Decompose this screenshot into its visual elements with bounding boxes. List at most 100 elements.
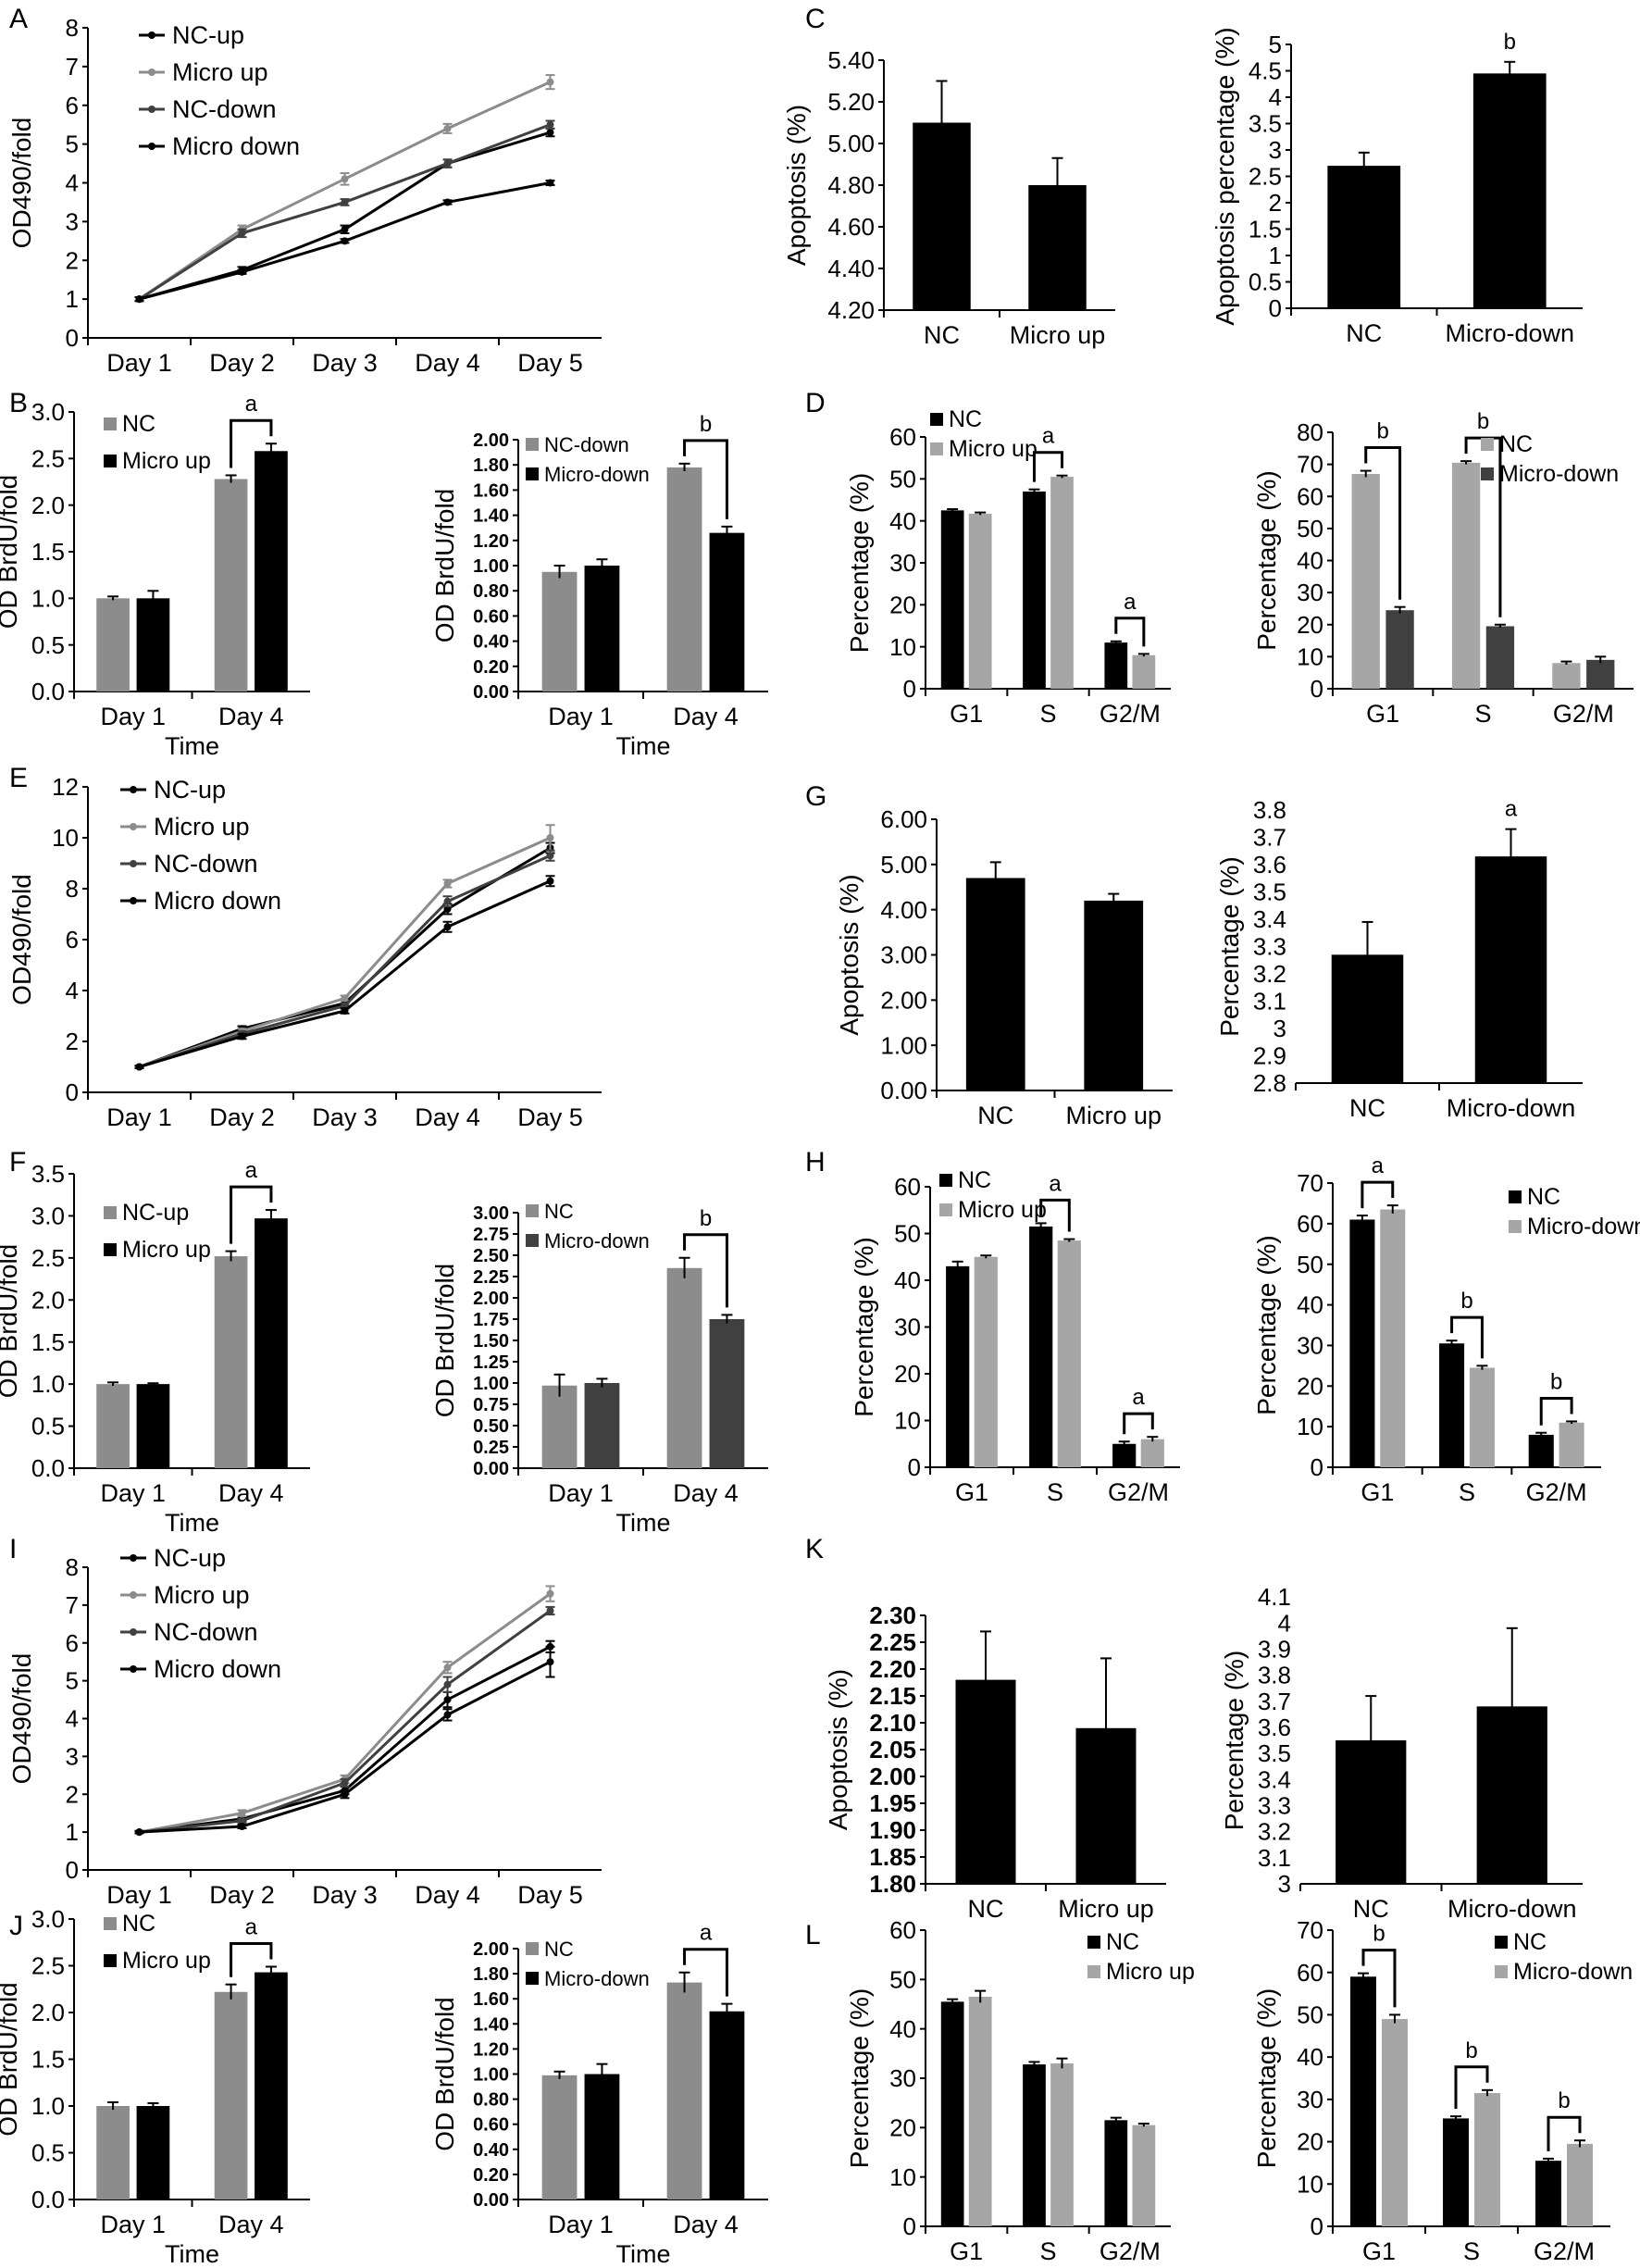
y-tick-label: 0.0 [31,1454,65,1482]
y-tick-label: 1.40 [473,2014,509,2035]
chart-d1: D 0 10 20 30 40 50 60 Percentage (%) G1 S G2/M a a NC M… [805,388,1171,728]
chart-l1: L 0 10 20 30 40 50 60 Percentage (%) G1 S G2/M NC Mic… [805,1916,1195,2265]
legend-label: Micro up [958,1197,1047,1223]
chart-g2: 2.82.933.13.23.33.43.53.63.73.8 Percentag… [1215,796,1583,1122]
bar [1528,1434,1554,1467]
y-axis-label: OD490/fold [7,1653,36,1785]
x-tick-label: Day 4 [218,1479,284,1507]
bar [1050,2063,1074,2226]
legend-marker [130,823,137,830]
y-axis-label: Percentage (%) [850,1237,878,1417]
y-tick-label: 5.40 [827,46,875,74]
y-axis-label: Percentage (%) [1252,1988,1281,2169]
x-tick-label: Day 4 [673,703,739,730]
y-tick-label: 40 [1297,1291,1323,1319]
x-tick-label: G1 [955,1478,988,1506]
y-tick-label: 1.20 [473,2039,509,2060]
y-tick-label: 10 [889,633,916,661]
chart-k2: 33.13.23.33.43.53.63.73.83.944.1 Percenta… [1220,1583,1583,1923]
panel-label: D [805,388,826,418]
legend-label: NC-up [172,21,244,49]
bar [1485,626,1515,689]
y-tick-label: 0.40 [473,2140,509,2161]
x-tick-label: S [1047,1478,1063,1506]
y-tick-label: 3.5 [31,1160,65,1188]
y-tick-label: 4.5 [1249,57,1282,85]
y-tick-label: 20 [1297,611,1323,639]
y-tick-label: 70 [1297,1169,1323,1197]
chart-h1: H 0 10 20 30 40 50 60 Percentage (%) G1 S G2/M a a NC M… [805,1147,1180,1506]
significance-bracket [1361,1949,1397,2008]
y-tick-label: 1.95 [869,1789,916,1817]
bar [1474,2093,1500,2226]
bar [968,1997,992,2226]
significance-bracket [1032,451,1064,482]
y-tick-label: 3.4 [1253,905,1286,933]
bar [1349,1219,1375,1467]
y-tick-label: 10 [889,2163,916,2191]
chart-h2: 0 10 20 30 40 50 60 70 Percentage (%) G1 S G2/M a b b N… [1252,1153,1640,1506]
y-tick-label: 1.0 [31,2092,65,2120]
x-tick-label: S [1039,2237,1056,2265]
chart-k1: K 1.801.851.901.952.002.052.102.152.202.2… [805,1534,1166,1923]
y-tick-label: 50 [1297,515,1323,542]
legend-marker [130,1591,137,1599]
y-tick-label: 50 [894,1220,921,1248]
y-tick-label: 3 [1278,1870,1291,1898]
significance-label: a [1124,590,1137,615]
y-tick-label: 20 [1297,1372,1323,1400]
legend-label: Micro-down [1527,1214,1640,1240]
bar [1029,1226,1053,1467]
y-tick-label: 1.60 [473,1989,509,2010]
legend-label: Micro-down [1513,1959,1633,1985]
significance-bracket [1360,1180,1395,1209]
panel-label: F [9,1147,26,1178]
y-tick-label: 10 [1297,642,1323,670]
significance-label: a [245,392,258,417]
y-tick-label: 2.5 [31,444,65,472]
data-point [238,268,246,276]
x-axis-label: Time [616,1509,671,1537]
data-point [238,1816,246,1825]
bar [214,1256,248,1468]
y-tick-label: 5.00 [880,851,927,879]
y-tick-label: 0 [66,1078,79,1106]
y-axis-label: OD BrdU/fold [430,1997,459,2151]
data-point [443,159,452,168]
y-tick-label: 2.50 [473,1246,509,1266]
legend-swatch [1087,1936,1100,1949]
bar [1023,491,1046,689]
x-tick-label: Micro up [1065,1102,1162,1129]
y-tick-label: 1.00 [473,2065,509,2086]
y-tick-label: 40 [894,1266,921,1294]
legend-label: Micro-down [1499,461,1619,487]
y-tick-label: 3 [1269,136,1282,164]
y-tick-label: 3.7 [1253,824,1286,852]
y-tick-label: 2.05 [869,1736,916,1763]
bar [1552,663,1581,689]
y-tick-label: 1.5 [31,2046,65,2074]
y-tick-label: 3.5 [1249,110,1282,138]
y-tick-label: 60 [1297,1959,1323,1987]
y-axis-label: OD BrdU/fold [0,1244,22,1399]
y-tick-label: 4 [66,169,79,197]
panel-label: G [805,781,826,812]
x-tick-label: Day 5 [517,1103,583,1131]
bar [1132,2125,1156,2226]
x-tick-label: Day 3 [312,1103,378,1131]
y-tick-label: 0.60 [473,606,509,627]
y-tick-label: 8 [66,1553,79,1581]
legend-marker [148,69,155,76]
significance-label: b [1558,2088,1570,2113]
significance-bracket [1114,617,1146,647]
panel-label: L [805,1920,821,1950]
y-tick-label: 0.0 [31,2186,65,2213]
y-tick-label: 8 [66,875,79,903]
x-tick-label: Micro-down [1445,319,1574,347]
x-tick-label: NC [1353,1895,1389,1923]
y-tick-label: 3.3 [1253,933,1286,961]
legend-label: NC [544,1938,574,1961]
bar [255,451,288,692]
legend-marker [130,1554,137,1562]
